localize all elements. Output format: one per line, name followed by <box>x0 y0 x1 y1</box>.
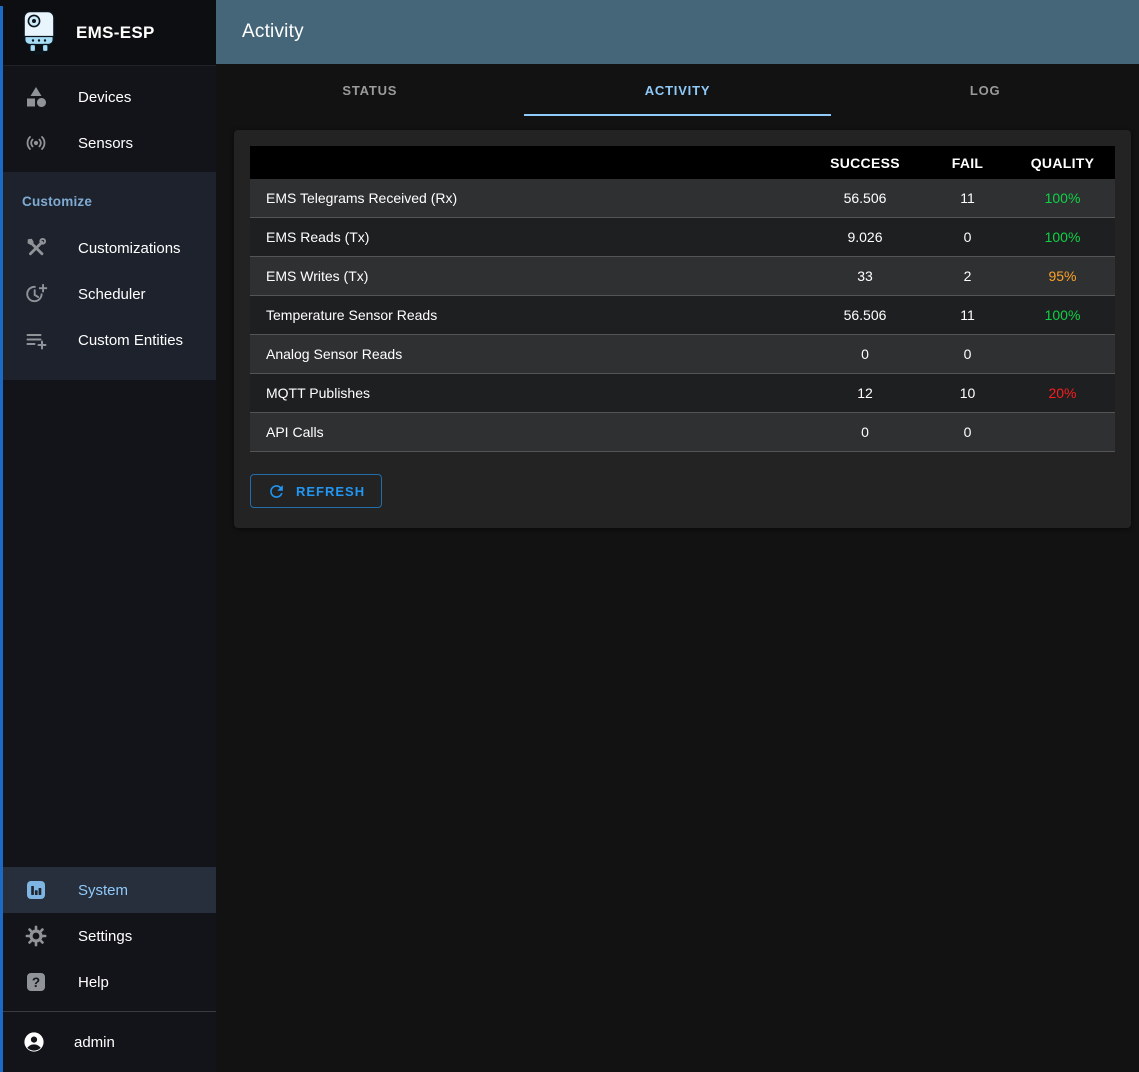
sidebar-item-help[interactable]: ? Help <box>0 959 216 1005</box>
sidebar-item-label: Custom Entities <box>78 331 184 349</box>
fail-value: 0 <box>963 346 972 362</box>
quality-value: 100% <box>1044 307 1081 323</box>
sidebar-item-label: Sensors <box>78 134 134 152</box>
col-header-success: SUCCESS <box>830 154 900 171</box>
success-value: 56.506 <box>843 190 887 206</box>
fail-value: 11 <box>960 190 975 206</box>
sidebar-item-label: Settings <box>78 927 133 945</box>
sidebar-user-admin[interactable]: admin <box>0 1012 216 1072</box>
success-value: 56.506 <box>843 307 887 323</box>
tab-status[interactable]: STATUS <box>342 82 398 98</box>
fail-value: 2 <box>963 268 972 284</box>
app-logo-row: EMS-ESP <box>0 0 216 66</box>
category-icon <box>24 85 48 109</box>
col-header-fail: FAIL <box>951 154 984 171</box>
activity-panel: SUCCESS FAIL QUALITY EMS Telegrams Recei… <box>234 130 1131 528</box>
sidebar-item-customizations[interactable]: Customizations <box>0 225 216 271</box>
gear-icon <box>24 924 48 948</box>
refresh-icon <box>267 482 286 501</box>
success-value: 9.026 <box>847 229 883 245</box>
table-row: Analog Sensor Reads 0 0 <box>250 335 1115 374</box>
quality-value: 100% <box>1044 229 1081 245</box>
more-time-icon <box>24 282 48 306</box>
sidebar-item-scheduler[interactable]: Scheduler <box>0 271 216 317</box>
app-title: EMS-ESP <box>76 22 155 42</box>
refresh-button[interactable]: REFRESH <box>250 474 383 508</box>
metric-name: API Calls <box>266 424 324 440</box>
metric-name: Analog Sensor Reads <box>266 346 403 362</box>
table-row: API Calls 0 0 <box>250 413 1115 452</box>
analytics-icon <box>24 878 48 902</box>
sidebar-item-sensors[interactable]: Sensors <box>0 120 216 166</box>
tab-activity[interactable]: ACTIVITY <box>523 64 832 116</box>
fail-value: 0 <box>963 229 972 245</box>
active-tab-indicator <box>523 114 832 116</box>
table-row: EMS Writes (Tx) 33 2 95% <box>250 257 1115 296</box>
success-value: 0 <box>861 346 869 362</box>
sidebar-divider <box>0 1011 216 1012</box>
quality-value: 95% <box>1048 268 1077 284</box>
fail-value: 10 <box>959 385 976 401</box>
table-header-row: SUCCESS FAIL QUALITY <box>250 146 1115 179</box>
sidebar-item-label: Customizations <box>78 239 181 257</box>
refresh-button-label: REFRESH <box>296 483 366 499</box>
metric-name: Temperature Sensor Reads <box>266 307 438 323</box>
sidebar-item-system[interactable]: System <box>0 867 216 913</box>
sidebar-item-custom-entities[interactable]: Custom Entities <box>0 317 216 363</box>
customize-section-label: Customize <box>22 194 93 209</box>
sidebar-spacer <box>0 380 216 867</box>
success-value: 33 <box>857 268 873 284</box>
table-row: EMS Reads (Tx) 9.026 0 100% <box>250 218 1115 257</box>
metric-name: EMS Writes (Tx) <box>266 268 369 284</box>
tab-activity-label: ACTIVITY <box>644 82 711 98</box>
sidebar-item-label: Devices <box>78 88 132 106</box>
account-circle-icon <box>22 1030 46 1054</box>
metric-name: EMS Reads (Tx) <box>266 229 370 245</box>
user-name: admin <box>74 1033 115 1051</box>
sidebar-item-devices[interactable]: Devices <box>0 74 216 120</box>
fail-value: 0 <box>963 424 972 440</box>
metric-name: MQTT Publishes <box>266 385 370 401</box>
tab-log[interactable]: LOG <box>969 82 1001 98</box>
sensors-icon <box>24 131 48 155</box>
sidebar-item-label: Scheduler <box>78 285 146 303</box>
sidebar-item-label: System <box>78 881 129 899</box>
construction-icon <box>24 236 48 260</box>
appbar: Activity <box>216 0 1139 64</box>
help-icon: ? <box>24 970 48 994</box>
left-scrollbar[interactable] <box>0 6 3 1072</box>
boiler-logo-icon <box>20 10 58 56</box>
metric-name: EMS Telegrams Received (Rx) <box>266 190 458 206</box>
success-value: 0 <box>861 424 869 440</box>
quality-value: 20% <box>1048 385 1077 401</box>
sidebar-item-settings[interactable]: Settings <box>0 913 216 959</box>
table-row: Temperature Sensor Reads 56.506 11 100% <box>250 296 1115 335</box>
playlist-add-icon <box>24 328 48 352</box>
success-value: 12 <box>857 385 873 401</box>
page-title: Activity <box>242 21 304 42</box>
activity-table: SUCCESS FAIL QUALITY EMS Telegrams Recei… <box>250 146 1115 452</box>
table-row: EMS Telegrams Received (Rx) 56.506 11 10… <box>250 179 1115 218</box>
col-header-quality: QUALITY <box>1030 154 1095 171</box>
sidebar-main-section: Devices Sensors <box>0 66 216 172</box>
sidebar-customize-section: Customize Customizations <box>0 172 216 380</box>
svg-text:?: ? <box>32 975 40 990</box>
fail-value: 11 <box>960 307 975 323</box>
sidebar: EMS-ESP Devices <box>0 0 216 1072</box>
quality-value: 100% <box>1044 190 1081 206</box>
sidebar-item-label: Help <box>78 973 109 991</box>
table-row: MQTT Publishes 12 10 20% <box>250 374 1115 413</box>
tabbar: STATUS ACTIVITY LOG <box>216 64 1139 116</box>
